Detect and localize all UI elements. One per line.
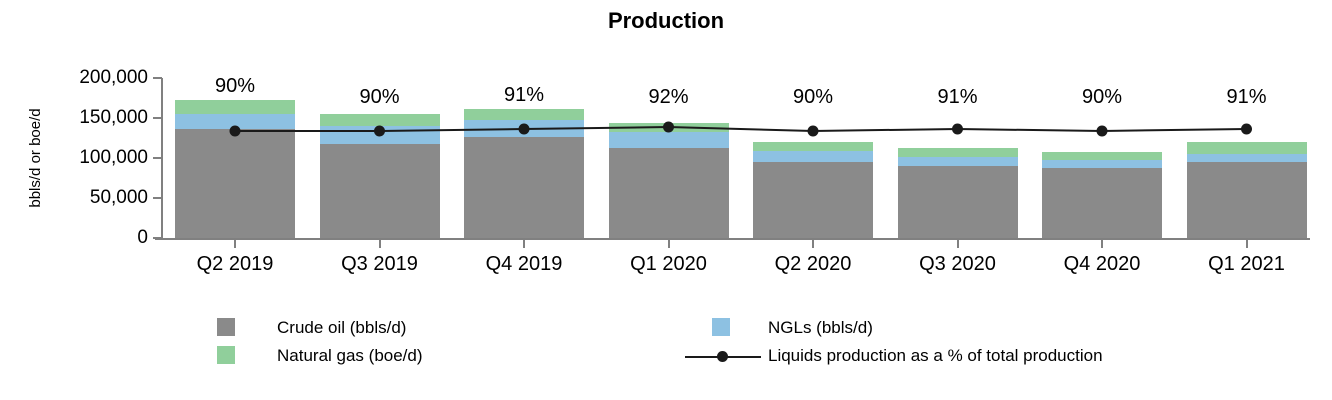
percent-label: 90%: [214, 75, 256, 97]
bar-segment-ngls: [608, 132, 729, 149]
bar-segment-crude: [175, 129, 295, 238]
x-axis-line: [155, 238, 1310, 240]
bar-segment-natural: [319, 114, 440, 127]
x-tick-label: Q3 2020: [919, 253, 996, 275]
x-tick-label: Q4 2019: [485, 253, 563, 275]
chart-title: Production: [607, 8, 725, 33]
bar-segment-natural: [175, 100, 295, 114]
bar-segment-natural: [464, 108, 584, 120]
percent-label: 91%: [1226, 86, 1267, 108]
percent-line-marker: [1241, 123, 1252, 135]
x-tick-label: Q1 2021: [1208, 253, 1285, 275]
bar-segment-natural: [1042, 151, 1162, 161]
percent-label: 90%: [1081, 86, 1123, 108]
bar-segment-ngls: [1186, 154, 1307, 162]
legend-swatch-natural-gas: [217, 346, 235, 364]
x-tick-mark: [956, 240, 959, 248]
legend-label-crude-oil: Crude oil (bbls/d): [277, 318, 407, 337]
legend-swatch-ngls: [712, 318, 730, 336]
legend-label-natural-gas: Natural gas (boe/d): [277, 346, 423, 365]
legend-swatch-crude-oil: [217, 318, 235, 336]
x-tick-mark: [378, 240, 381, 248]
legend-label-liquids-pct: Liquids production as a % of total produ…: [768, 346, 1103, 365]
y-tick-label: 150,000: [79, 107, 148, 128]
bar-segment-ngls: [175, 114, 295, 130]
bar-segment-natural: [753, 142, 873, 152]
y-tick-mark: [153, 77, 162, 79]
percent-label: 90%: [359, 86, 400, 108]
x-tick-label: Q2 2019: [196, 253, 274, 275]
bar-segment-crude: [753, 162, 873, 238]
x-tick-label: Q4 2020: [1063, 253, 1141, 275]
y-tick-mark: [153, 237, 162, 239]
percent-label: 91%: [937, 86, 978, 108]
bar-segment-ngls: [319, 126, 440, 145]
legend-line-marker-icon: [717, 351, 728, 362]
x-tick-mark: [523, 240, 525, 248]
bar-segment-natural: [897, 148, 1018, 158]
x-tick-mark: [667, 240, 670, 248]
bar-segment-ngls: [753, 151, 873, 163]
bar-segment-ngls: [897, 157, 1018, 167]
percent-label: 91%: [503, 83, 545, 106]
bar-segment-natural: [608, 123, 729, 133]
y-tick-label: 0: [137, 227, 148, 248]
bar-segment-crude: [897, 166, 1018, 238]
y-tick-mark: [153, 157, 162, 159]
x-tick-mark: [1101, 240, 1103, 248]
y-tick-label: 100,000: [79, 147, 148, 168]
y-tick-label: 50,000: [89, 187, 148, 208]
bar-segment-ngls: [464, 120, 584, 138]
percent-label: 92%: [648, 86, 689, 108]
bar-segment-natural: [1186, 142, 1307, 155]
x-tick-mark: [234, 240, 236, 248]
legend-label-ngls: NGLs (bbls/d): [768, 318, 873, 337]
x-tick-label: Q2 2020: [774, 253, 852, 275]
y-tick-mark: [153, 117, 162, 119]
percent-line-marker: [952, 123, 963, 135]
y-tick-mark: [153, 197, 162, 199]
bar-segment-crude: [464, 137, 584, 238]
bar-segment-crude: [1042, 167, 1162, 238]
bar-segment-ngls: [1042, 160, 1162, 168]
y-axis-line: [161, 78, 163, 240]
percent-line-marker: [1096, 125, 1108, 137]
x-tick-mark: [812, 240, 814, 248]
bar-segment-crude: [319, 144, 440, 238]
percent-label: 90%: [792, 86, 834, 108]
y-tick-label: 200,000: [79, 67, 148, 88]
bar-segment-crude: [1186, 161, 1307, 238]
x-tick-mark: [1245, 240, 1248, 248]
bar-segment-crude: [608, 148, 729, 238]
x-tick-label: Q3 2019: [341, 253, 418, 275]
percent-line-marker: [807, 125, 819, 137]
x-tick-label: Q1 2020: [630, 253, 707, 275]
